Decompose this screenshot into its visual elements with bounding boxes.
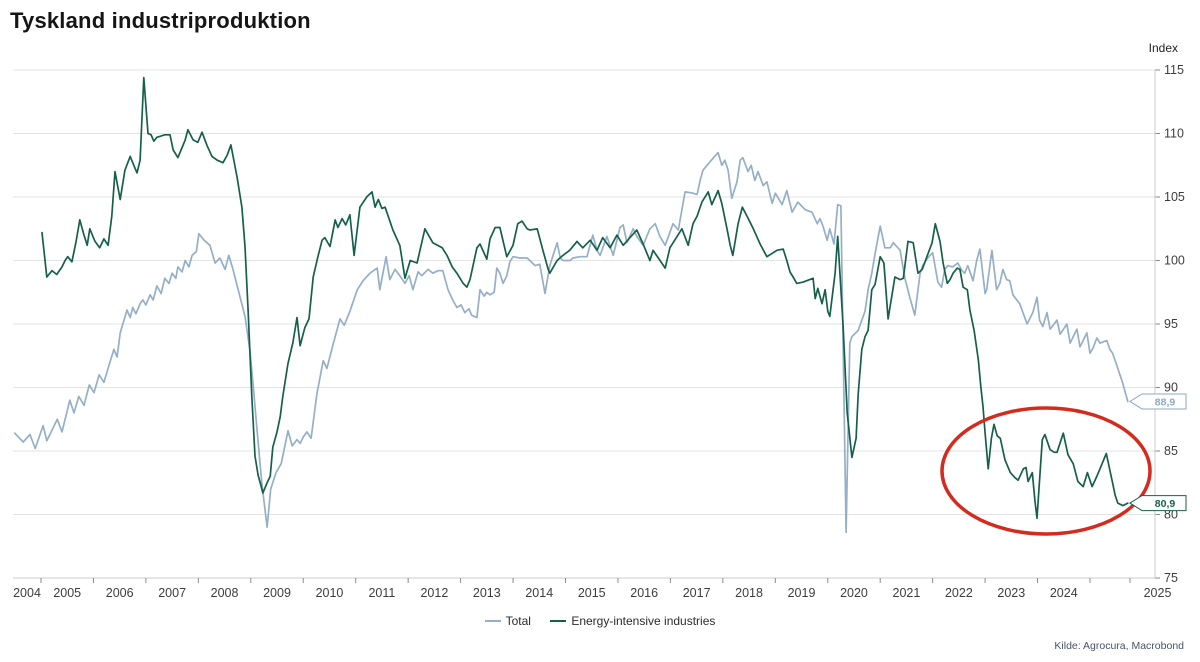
x-tick-label: 2022: [945, 586, 973, 600]
energy-intensive-line: [41, 76, 1129, 520]
y-tick-label: 95: [1164, 317, 1178, 331]
energy-line-swatch: [550, 619, 567, 622]
legend-item-total[interactable]: Total: [484, 614, 531, 628]
x-tick-label: 2005: [53, 586, 81, 600]
y-tick-label: 75: [1164, 571, 1178, 585]
callout-value-label: 80,9: [1155, 498, 1176, 510]
x-tick-label: 2017: [683, 586, 711, 600]
page-title: Tyskland industriproduktion: [10, 8, 311, 33]
y-tick-label: 100: [1164, 254, 1185, 268]
callout-total: [1129, 393, 1187, 410]
callout-energy: [1129, 495, 1187, 512]
total-line: [13, 151, 1129, 534]
x-tick-label: 2019: [788, 586, 816, 600]
legend-label-energy: Energy-intensive industries: [571, 614, 716, 628]
x-tick-label: 2012: [420, 586, 448, 600]
x-tick-label: 2004: [13, 586, 41, 600]
x-tick-label: 2006: [106, 586, 134, 600]
x-tick-label: 2020: [840, 586, 868, 600]
y-tick-label: 90: [1164, 381, 1178, 395]
x-tick-label: 2016: [630, 586, 658, 600]
y-tick-label: 110: [1164, 127, 1184, 141]
source-credit: Kilde: Agrocura, Macrobond: [1054, 640, 1184, 652]
x-tick-label: 2009: [263, 586, 291, 600]
x-tick-label: 2021: [893, 586, 921, 600]
callout-value-label: 88,9: [1155, 396, 1176, 408]
y-tick-label: 85: [1164, 444, 1178, 458]
y-axis-title: Index: [1149, 41, 1178, 55]
x-tick-label: 2014: [525, 586, 553, 600]
x-tick-label: 2011: [368, 586, 395, 600]
x-tick-label: 2023: [997, 586, 1025, 600]
x-tick-label: 2013: [473, 586, 501, 600]
legend-item-energy[interactable]: Energy-intensive industries: [550, 614, 715, 628]
annotation-ellipse: [940, 406, 1152, 536]
x-tick-label: 2010: [316, 586, 344, 600]
legend: Total Energy-intensive industries: [0, 614, 1200, 628]
y-tick-label: 115: [1164, 63, 1184, 77]
legend-label-total: Total: [505, 614, 531, 628]
y-tick-label: 105: [1164, 190, 1185, 204]
x-tick-label: 2024: [1050, 586, 1078, 600]
x-tick-label: 2008: [211, 586, 239, 600]
x-tick-label: 2015: [578, 586, 606, 600]
x-tick-label: 2007: [158, 586, 186, 600]
x-tick-label: 2025: [1144, 586, 1172, 600]
x-tick-label: 2018: [735, 586, 763, 600]
total-line-swatch: [484, 619, 501, 622]
